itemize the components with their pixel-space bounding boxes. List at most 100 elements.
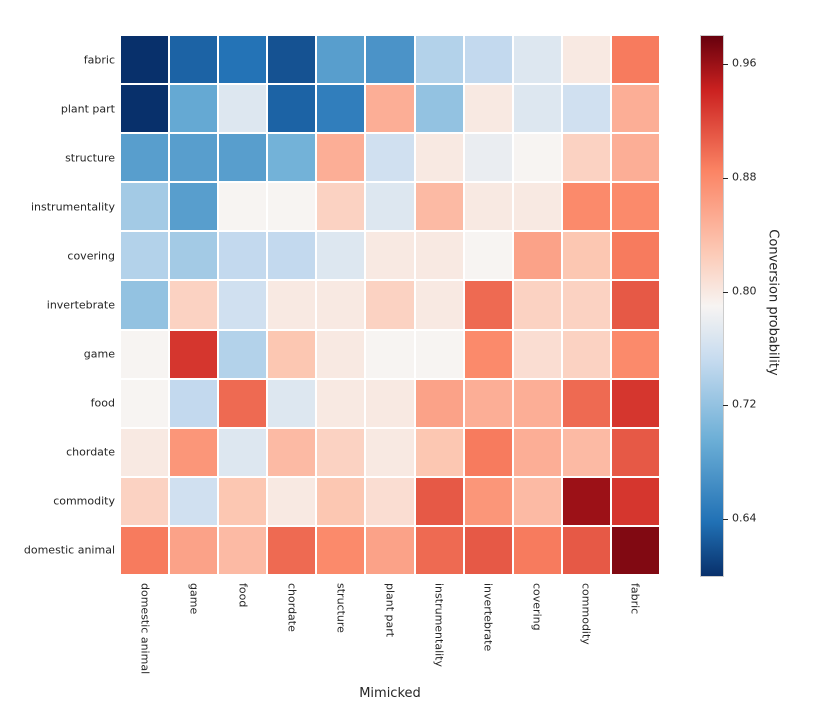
- x-tick-label: invertebrate: [482, 583, 495, 651]
- heatmap-cell: [120, 182, 169, 231]
- heatmap-cell: [562, 330, 611, 379]
- heatmap-cell: [562, 428, 611, 477]
- heatmap-cell: [365, 379, 414, 428]
- heatmap-cell: [611, 35, 660, 84]
- heatmap-cell: [562, 280, 611, 329]
- heatmap-cell: [365, 182, 414, 231]
- heatmap-cell: [415, 280, 464, 329]
- heatmap-cell: [365, 280, 414, 329]
- heatmap-cell: [562, 35, 611, 84]
- heatmap-cell: [415, 84, 464, 133]
- heatmap-cell: [169, 280, 218, 329]
- heatmap-cell: [218, 182, 267, 231]
- heatmap-cell: [513, 35, 562, 84]
- heatmap-cell: [513, 477, 562, 526]
- heatmap-cell: [611, 231, 660, 280]
- heatmap-cell: [365, 330, 414, 379]
- heatmap-cell: [120, 477, 169, 526]
- heatmap-cell: [169, 84, 218, 133]
- heatmap-cell: [218, 84, 267, 133]
- heatmap-cell: [267, 35, 316, 84]
- heatmap-cell: [562, 133, 611, 182]
- heatmap-cell: [218, 280, 267, 329]
- heatmap-cell: [120, 133, 169, 182]
- y-tick-label: instrumentality: [31, 200, 115, 213]
- heatmap-cell: [120, 84, 169, 133]
- heatmap-cell: [218, 428, 267, 477]
- heatmap-cell: [611, 477, 660, 526]
- heatmap-cell: [120, 428, 169, 477]
- heatmap-cell: [611, 133, 660, 182]
- y-tick-label: structure: [65, 151, 115, 164]
- heatmap-cell: [316, 280, 365, 329]
- heatmap-cell: [365, 133, 414, 182]
- heatmap-cell: [562, 84, 611, 133]
- heatmap-cell: [464, 84, 513, 133]
- heatmap-cell: [120, 330, 169, 379]
- heatmap-cell: [267, 526, 316, 575]
- heatmap-cell: [611, 526, 660, 575]
- heatmap-cell: [316, 477, 365, 526]
- heatmap-cell: [415, 428, 464, 477]
- heatmap-cell: [267, 182, 316, 231]
- heatmap-cell: [120, 231, 169, 280]
- heatmap-cell: [316, 35, 365, 84]
- y-tick-label: commodity: [53, 495, 115, 508]
- y-tick-label: invertebrate: [47, 299, 115, 312]
- heatmap-cell: [218, 231, 267, 280]
- heatmap-cell: [169, 379, 218, 428]
- heatmap-cell: [218, 133, 267, 182]
- colorbar: [700, 35, 724, 577]
- heatmap-cell: [562, 182, 611, 231]
- y-tick-label: plant part: [61, 102, 115, 115]
- colorbar-tick: [723, 405, 728, 406]
- y-tick-label: covering: [67, 249, 115, 262]
- heatmap-cell: [267, 84, 316, 133]
- heatmap-cell: [316, 526, 365, 575]
- colorbar-tick-label: 0.64: [732, 512, 757, 525]
- heatmap-cell: [169, 477, 218, 526]
- heatmap-cell: [611, 428, 660, 477]
- heatmap-cell: [611, 330, 660, 379]
- y-tick-label: chordate: [66, 446, 115, 459]
- heatmap-cell: [316, 379, 365, 428]
- heatmap-cell: [415, 477, 464, 526]
- heatmap-cell: [169, 35, 218, 84]
- heatmap-cell: [611, 379, 660, 428]
- heatmap-cell: [169, 231, 218, 280]
- heatmap-grid: [120, 35, 660, 575]
- heatmap-cell: [120, 379, 169, 428]
- heatmap-cell: [316, 428, 365, 477]
- heatmap-cell: [562, 231, 611, 280]
- heatmap-cell: [464, 477, 513, 526]
- colorbar-tick-label: 0.88: [732, 171, 757, 184]
- heatmap-cell: [513, 428, 562, 477]
- heatmap-cell: [464, 280, 513, 329]
- heatmap-cell: [513, 84, 562, 133]
- heatmap-cell: [562, 526, 611, 575]
- heatmap-cell: [316, 133, 365, 182]
- heatmap-cell: [218, 35, 267, 84]
- heatmap-cell: [464, 231, 513, 280]
- heatmap-cell: [415, 133, 464, 182]
- heatmap-cell: [169, 330, 218, 379]
- heatmap-cell: [464, 428, 513, 477]
- heatmap-cell: [464, 379, 513, 428]
- colorbar-tick: [723, 292, 728, 293]
- heatmap-cell: [513, 231, 562, 280]
- heatmap-cell: [267, 428, 316, 477]
- colorbar-tick: [723, 178, 728, 179]
- heatmap-cell: [415, 231, 464, 280]
- heatmap-cell: [267, 280, 316, 329]
- heatmap-cell: [513, 182, 562, 231]
- heatmap-cell: [464, 526, 513, 575]
- heatmap-cell: [218, 526, 267, 575]
- heatmap-cell: [218, 330, 267, 379]
- heatmap-cell: [169, 428, 218, 477]
- heatmap-cell: [365, 477, 414, 526]
- x-tick-label: game: [187, 583, 200, 614]
- heatmap-cell: [169, 182, 218, 231]
- colorbar-tick-label: 0.80: [732, 284, 757, 297]
- heatmap-cell: [316, 330, 365, 379]
- heatmap-cell: [513, 526, 562, 575]
